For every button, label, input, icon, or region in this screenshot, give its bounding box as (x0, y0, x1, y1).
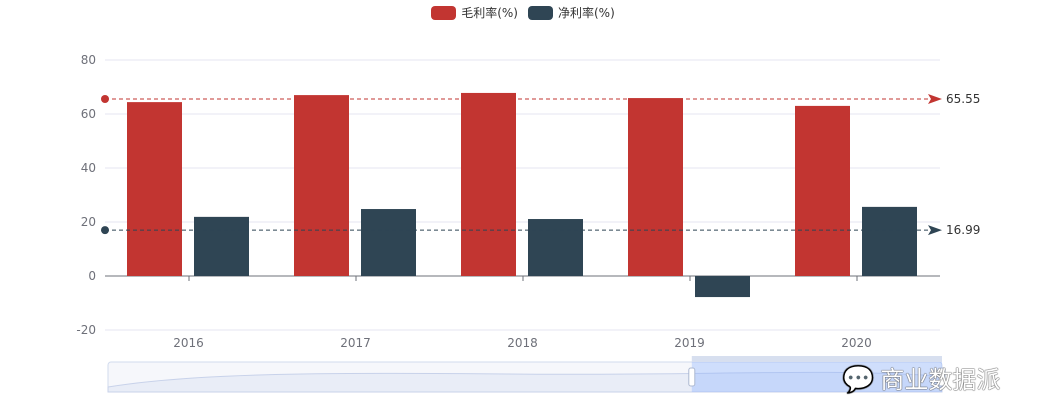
datazoom-start-handle[interactable] (688, 367, 696, 387)
markline-label: 65.55 (946, 92, 980, 106)
legend: 毛利率(%) 净利率(%) (0, 4, 1046, 21)
bar-net-2020[interactable] (862, 206, 917, 276)
x-tick-label: 2016 (173, 336, 204, 350)
markline-arrow-icon (928, 94, 942, 105)
y-tick-label: 20 (81, 215, 96, 229)
y-tick-label: 60 (81, 107, 96, 121)
datazoom-preview (107, 371, 943, 393)
x-tick-label: 2019 (674, 336, 705, 350)
bar-gross-2019[interactable] (628, 98, 683, 276)
x-tick-label: 2018 (507, 336, 538, 350)
datazoom-end-handle[interactable] (938, 367, 946, 387)
watermark-text: 商业数据派 (880, 366, 1001, 394)
y-tick-label: 80 (81, 53, 96, 67)
y-tick-label: 40 (81, 161, 96, 175)
bar-gross-2018[interactable] (461, 92, 516, 276)
y-tick-label: 0 (88, 269, 96, 283)
legend-swatch (431, 5, 457, 20)
legend-label: 净利率(%) (558, 6, 615, 20)
bar-net-2019[interactable] (695, 276, 750, 298)
bar-net-2016[interactable] (194, 216, 249, 276)
wechat-icon: 💬 (842, 365, 875, 395)
legend-swatch (528, 5, 553, 20)
markline-arrow-icon (928, 225, 942, 236)
bar-gross-2020[interactable] (795, 105, 850, 277)
markline-start-dot (101, 226, 109, 235)
legend-label: 毛利率(%) (461, 6, 518, 20)
markline-label: 16.99 (946, 223, 980, 237)
x-tick-label: 2020 (841, 336, 872, 350)
legend-item-net-margin[interactable]: 净利率(%) (528, 4, 615, 21)
legend-item-gross-margin[interactable]: 毛利率(%) (431, 4, 518, 21)
datazoom-move-handle[interactable] (691, 356, 942, 362)
x-tick-label: 2017 (340, 336, 371, 350)
bar-gross-2017[interactable] (294, 95, 349, 276)
bar-net-2017[interactable] (361, 209, 416, 276)
y-tick-label: -20 (76, 323, 96, 337)
bar-gross-2016[interactable] (127, 102, 182, 277)
datazoom-selected-range[interactable] (691, 362, 942, 392)
markline-start-dot (101, 95, 109, 104)
bar-net-2018[interactable] (528, 219, 583, 276)
watermark: 💬 商业数据派 (842, 366, 1000, 394)
